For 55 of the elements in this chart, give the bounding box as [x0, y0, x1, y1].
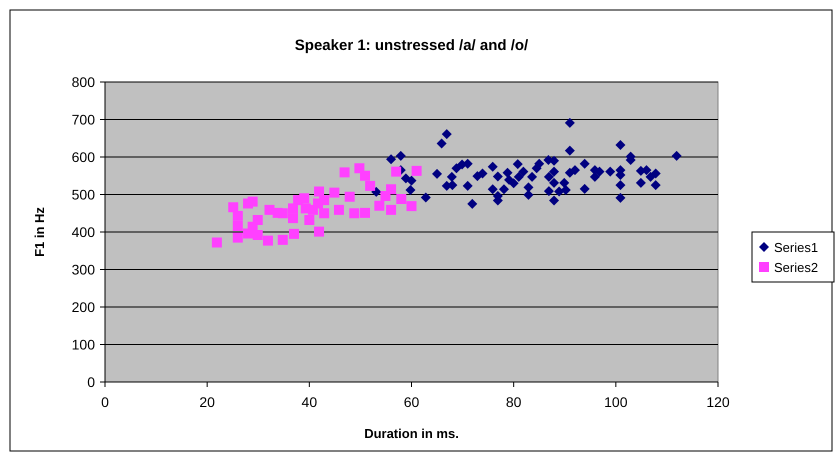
point [314, 186, 324, 196]
point [360, 208, 370, 218]
point [319, 208, 330, 218]
y-axis-title: F1 in Hz [32, 206, 47, 257]
point [314, 226, 324, 237]
point [340, 167, 350, 178]
point [262, 236, 273, 246]
point [334, 204, 344, 215]
y-tick-label: 300 [72, 262, 96, 278]
x-tick-label: 20 [199, 394, 216, 410]
point [365, 180, 376, 191]
point [248, 196, 258, 207]
x-tick-label: 0 [101, 394, 110, 410]
y-tick-label: 500 [72, 186, 96, 202]
point [299, 193, 310, 204]
point [386, 184, 396, 194]
x-tick-label: 40 [302, 394, 318, 410]
x-tick-label: 120 [706, 394, 730, 410]
y-tick-label: 0 [87, 374, 96, 390]
y-tick-label: 700 [72, 112, 96, 128]
y-tick-label: 600 [72, 149, 96, 165]
y-tick-label: 200 [72, 299, 96, 315]
point [228, 202, 238, 212]
point [278, 234, 288, 245]
x-tick-label: 60 [404, 394, 420, 410]
point [360, 170, 370, 181]
point [319, 195, 330, 206]
point [232, 232, 243, 243]
legend-label: Series2 [774, 260, 818, 275]
point [329, 188, 340, 198]
point [288, 213, 298, 224]
point [406, 201, 416, 212]
x-tick-label: 80 [506, 394, 522, 410]
legend-label: Series1 [774, 240, 818, 255]
chart-title: Speaker 1: unstressed /a/ and /o/ [294, 37, 530, 54]
point [386, 204, 396, 215]
y-tick-label: 400 [72, 224, 96, 240]
point [349, 208, 360, 218]
point [391, 166, 402, 177]
point [289, 228, 300, 239]
point [344, 192, 355, 202]
point [232, 221, 243, 231]
point [278, 208, 288, 218]
y-tick-label: 800 [72, 74, 96, 90]
y-tick-label: 100 [72, 336, 96, 352]
point [232, 210, 243, 221]
point [252, 230, 263, 240]
x-axis-title: Duration in ms. [364, 426, 459, 441]
point [396, 194, 406, 204]
point [374, 200, 384, 211]
point [212, 238, 222, 248]
x-tick-label: 100 [604, 394, 628, 410]
point [412, 166, 422, 176]
point [252, 215, 263, 225]
point [304, 215, 314, 225]
